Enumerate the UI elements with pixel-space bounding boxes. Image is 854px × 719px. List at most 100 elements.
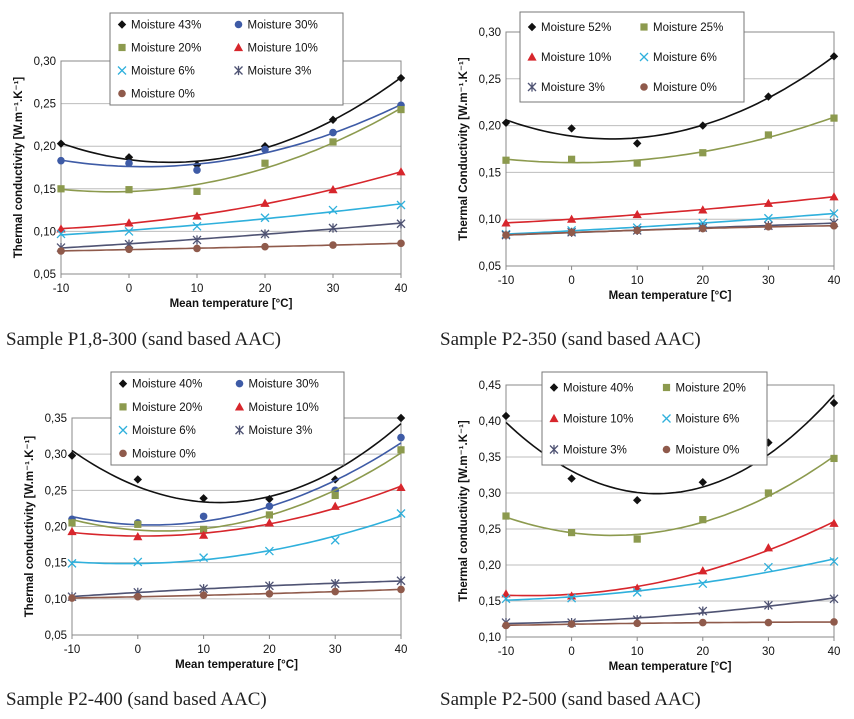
data-point (260, 213, 270, 223)
data-point (763, 543, 773, 552)
x-tick-label: 40 (828, 646, 841, 658)
y-tick-label: 0,20 (45, 522, 67, 534)
data-point (830, 618, 838, 626)
legend-label: Moisture 20% (131, 43, 201, 55)
data-point (124, 153, 134, 162)
data-point (633, 226, 641, 235)
data-point (501, 411, 511, 421)
data-point (632, 209, 642, 219)
y-tick-label: 0,20 (479, 121, 501, 133)
legend-marker (527, 52, 537, 61)
data-point (265, 502, 274, 511)
legend-marker (640, 83, 648, 91)
data-point (632, 587, 642, 597)
trend-line (505, 212, 835, 235)
series-moisture-10- (56, 167, 406, 233)
data-point (331, 491, 339, 499)
caption-panel-4: Sample P2-500 (sand based AAC) (440, 689, 701, 710)
legend-label: Moisture 20% (132, 402, 202, 414)
data-point (133, 557, 143, 567)
y-tick-label: 0,15 (45, 558, 67, 570)
legend-marker (527, 82, 537, 92)
x-tick-label: 10 (197, 644, 210, 656)
chart-panel-3: 0,05 0,10 0,15 0,20 0,25 0,30 0,35 -10 0 10 20 30 40… (24, 371, 407, 671)
legend-label: Moisture 40% (563, 383, 633, 395)
legend-marker (118, 43, 126, 52)
data-point (57, 156, 65, 165)
data-point (260, 229, 270, 239)
x-tick-label: -10 (498, 646, 515, 658)
data-point (261, 242, 269, 251)
legend-label: Moisture 40% (132, 379, 202, 391)
y-tick-label: 0,35 (45, 413, 67, 425)
data-point (763, 213, 773, 223)
data-point (199, 494, 208, 503)
series-moisture-10- (501, 192, 839, 227)
legend-box (109, 12, 344, 106)
data-point (67, 558, 77, 568)
data-point (265, 494, 274, 504)
series-moisture-6- (501, 556, 839, 604)
y-tick-label: 0,30 (479, 27, 501, 39)
data-point (829, 52, 839, 61)
legend-marker (234, 65, 243, 76)
data-point (264, 518, 274, 527)
data-point (193, 187, 201, 195)
data-point (193, 244, 201, 253)
data-point (397, 446, 405, 454)
chart-panel-2: 0,05 0,10 0,15 0,20 0,25 0,30 -10 0 10 20 30 40 Mean… (458, 11, 840, 302)
trend-line (60, 242, 402, 252)
x-axis-title: Mean temperature [°C] (609, 290, 732, 302)
legend-label: Moisture 6% (653, 52, 717, 64)
data-point (501, 594, 511, 604)
data-point (763, 562, 773, 572)
legend-label: Moisture 3% (249, 425, 313, 437)
y-tick-label: 0,30 (34, 56, 56, 68)
series-moisture-6- (56, 200, 406, 239)
legend: Moisture 40% Moisture 30% Moisture 20% Mois… (110, 371, 345, 466)
data-point (192, 235, 202, 245)
trend-line (505, 455, 835, 537)
x-tick-label: -10 (498, 275, 515, 287)
x-tick-label: 20 (696, 646, 709, 658)
series-moisture-20- (68, 446, 405, 533)
data-point (568, 529, 576, 537)
data-point (633, 159, 641, 167)
data-point (67, 451, 77, 460)
legend-label: Moisture 0% (132, 448, 196, 460)
trend-line (60, 222, 402, 249)
data-point (199, 553, 209, 563)
legend-marker (662, 414, 671, 423)
data-point (502, 231, 510, 239)
data-point (68, 594, 76, 602)
x-tick-label: 20 (263, 644, 276, 656)
data-point (501, 218, 511, 227)
x-tick-label: 40 (395, 283, 408, 295)
data-point (830, 454, 838, 463)
legend-marker (118, 379, 128, 388)
data-point (125, 159, 133, 168)
data-point (329, 138, 337, 146)
data-point (261, 159, 269, 167)
data-point (764, 618, 773, 627)
y-tick-label: 0,15 (479, 167, 501, 179)
trend-line (60, 76, 402, 164)
data-point (698, 478, 707, 487)
legend-label: Moisture 0% (676, 445, 740, 457)
legend: Moisture 52% Moisture 25% Moisture 10% Mois… (519, 11, 745, 103)
y-tick-label: 0,25 (479, 524, 501, 536)
y-axis-title: Thermal Conductivity [W.m⁻¹.K⁻¹] (458, 57, 470, 241)
data-point (396, 482, 406, 492)
legend-label: Moisture 6% (132, 425, 196, 437)
data-point (192, 211, 202, 220)
trend-line (60, 171, 402, 230)
data-point (396, 200, 406, 210)
data-point (331, 587, 340, 596)
data-point (56, 139, 66, 148)
data-point (567, 228, 576, 237)
legend-label: Moisture 0% (653, 82, 717, 94)
data-point (502, 621, 510, 630)
series-moisture-10- (67, 482, 406, 541)
series-moisture-0- (502, 618, 838, 630)
legend: Moisture 40% Moisture 20% Moisture 10% Mois… (541, 371, 768, 466)
